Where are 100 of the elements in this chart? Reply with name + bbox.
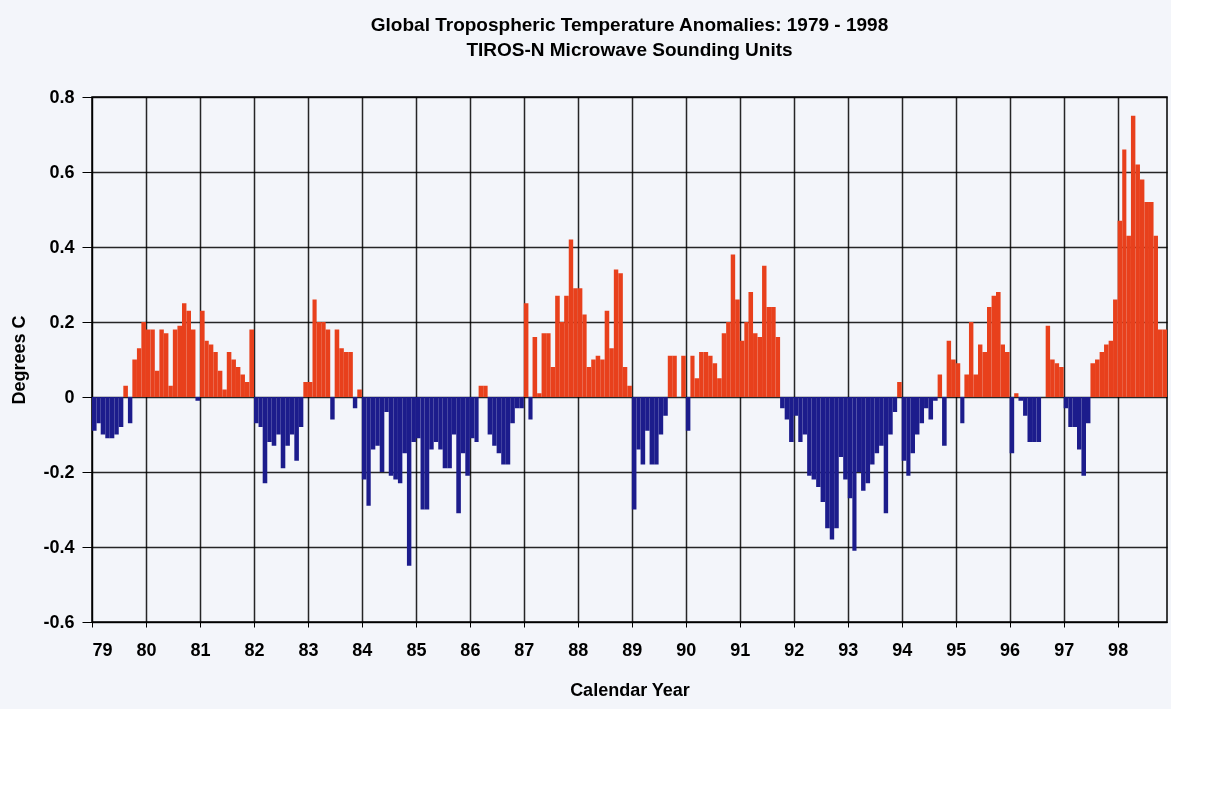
bar	[1059, 367, 1064, 397]
x-tick-label: 98	[1108, 639, 1129, 660]
bar	[1045, 325, 1051, 397]
bar	[1014, 393, 1019, 397]
bar	[946, 340, 952, 397]
bar	[528, 397, 533, 420]
bar	[960, 397, 965, 424]
x-tick-label: 96	[1000, 639, 1021, 660]
bar	[397, 397, 403, 484]
bar	[996, 292, 1001, 397]
bar	[991, 295, 997, 397]
bar	[1090, 363, 1096, 397]
x-tick-label: 85	[406, 639, 427, 660]
x-tick-label: 91	[730, 639, 751, 660]
bar	[618, 273, 623, 397]
x-tick-label: 87	[514, 639, 535, 660]
y-tick-label: 0.4	[49, 236, 75, 257]
bar	[321, 322, 326, 397]
bar	[393, 397, 398, 480]
bar	[474, 397, 479, 442]
bar	[928, 397, 934, 420]
chart-title: Global Tropospheric Temperature Anomalies: 1979 - 1998	[370, 14, 889, 35]
bar	[501, 397, 506, 465]
bar	[114, 397, 119, 435]
bar	[294, 397, 299, 461]
bar	[591, 359, 596, 397]
bar	[127, 397, 133, 424]
bar	[406, 397, 412, 566]
bar	[654, 397, 659, 465]
bar	[852, 397, 857, 551]
bar	[883, 397, 889, 514]
bar	[303, 382, 308, 397]
x-tick-label: 88	[568, 639, 589, 660]
bar	[1104, 344, 1109, 397]
bar	[456, 397, 461, 514]
y-tick-label: 0	[64, 386, 75, 407]
bar	[505, 397, 511, 465]
bar	[366, 397, 371, 506]
bar	[807, 397, 812, 476]
bar	[1148, 202, 1154, 397]
bar	[465, 397, 470, 476]
x-tick-label: 80	[136, 639, 157, 660]
bar	[789, 397, 794, 442]
bar	[1130, 115, 1136, 397]
x-tick-label: 79	[92, 639, 113, 660]
bar	[150, 329, 155, 397]
bar	[730, 254, 736, 397]
bar	[613, 269, 619, 397]
bar	[968, 322, 974, 397]
bar	[699, 352, 704, 397]
x-tick-label: 90	[676, 639, 697, 660]
y-tick-label: 0.6	[49, 161, 75, 182]
bar	[906, 397, 911, 476]
bar	[748, 292, 754, 397]
bar	[667, 355, 673, 397]
bar	[546, 333, 551, 397]
bar	[357, 389, 362, 397]
bar	[253, 397, 259, 424]
chart-subtitle: TIROS-N Microwave Sounding Units	[466, 39, 793, 60]
bar	[200, 310, 205, 397]
bar	[798, 397, 803, 442]
y-tick-label: -0.2	[43, 461, 75, 482]
x-tick-label: 89	[622, 639, 643, 660]
bar	[105, 397, 110, 439]
bar	[829, 397, 835, 540]
y-tick-label: 0.8	[49, 86, 75, 107]
bar	[1162, 329, 1167, 397]
bar	[1068, 397, 1073, 427]
bar	[1054, 363, 1060, 397]
x-tick-label: 83	[298, 639, 319, 660]
bar	[568, 239, 574, 397]
bar	[519, 397, 524, 409]
bar	[681, 355, 686, 397]
y-tick-label: -0.4	[43, 536, 75, 557]
bar	[708, 355, 713, 397]
y-axis-title: Degrees C	[9, 315, 30, 405]
bar	[420, 397, 425, 510]
x-tick-label: 92	[784, 639, 805, 660]
x-tick-label: 94	[892, 639, 913, 660]
bar	[348, 352, 353, 397]
bar	[555, 295, 560, 397]
x-tick-label: 97	[1054, 639, 1075, 660]
x-axis-title: Calendar Year	[570, 679, 690, 700]
x-tick-label: 95	[946, 639, 967, 660]
bar	[343, 352, 349, 397]
bar	[330, 397, 335, 420]
bar	[942, 397, 947, 446]
x-tick-label: 81	[190, 639, 211, 660]
bar	[1122, 149, 1127, 397]
y-tick-label: 0.2	[49, 311, 75, 332]
bar	[1027, 397, 1033, 442]
bar	[897, 382, 902, 397]
bar	[483, 385, 488, 397]
bar	[1081, 397, 1087, 476]
bar	[159, 329, 164, 397]
bar	[249, 329, 254, 397]
bar	[312, 299, 317, 397]
bar	[690, 355, 695, 397]
x-tick-label: 93	[838, 639, 859, 660]
bar	[861, 397, 866, 491]
